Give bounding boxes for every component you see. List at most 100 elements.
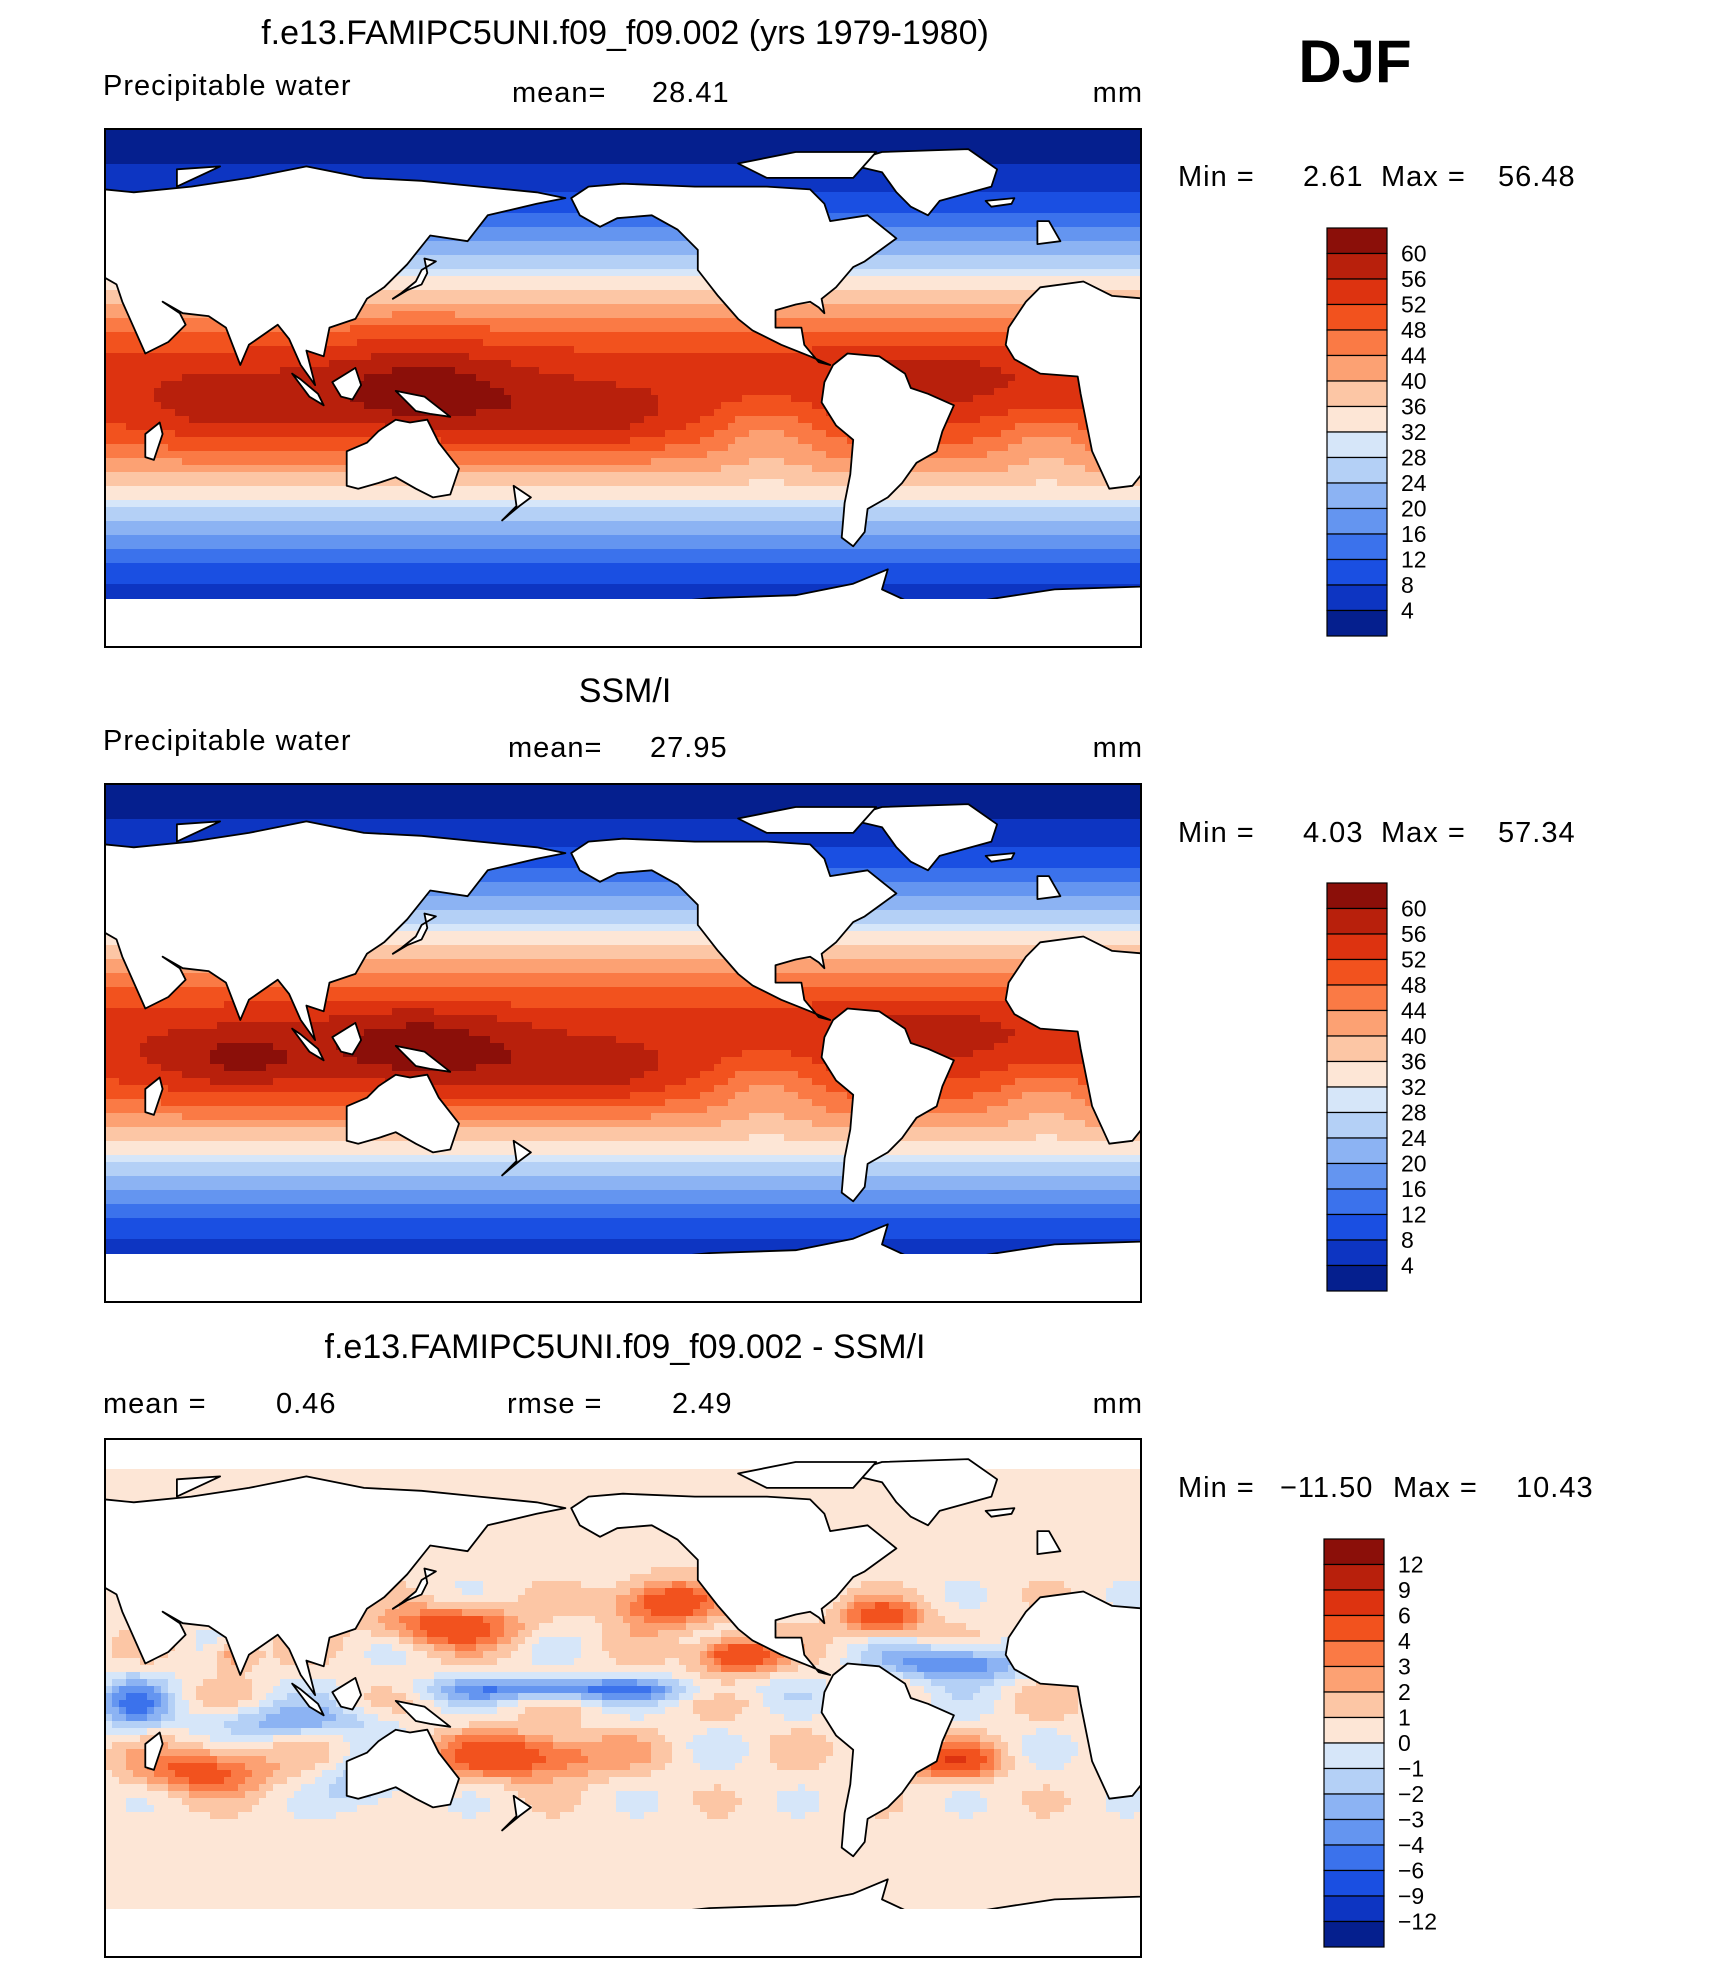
field-cell (1127, 136, 1135, 144)
field-cell (980, 318, 988, 326)
field-cell (966, 325, 974, 333)
field-cell (553, 136, 561, 144)
field-cell (448, 318, 456, 326)
field-cell (1015, 213, 1023, 221)
field-cell (910, 332, 918, 340)
field-cell (658, 227, 666, 235)
field-cell (140, 171, 148, 179)
field-cell (798, 129, 806, 137)
field-cell (434, 311, 442, 319)
field-cell (1071, 185, 1079, 193)
field-cell (525, 171, 533, 179)
field-cell (294, 150, 302, 158)
field-cell (938, 234, 946, 242)
field-cell (371, 136, 379, 144)
field-cell (497, 353, 505, 361)
field-cell (406, 353, 414, 361)
field-cell (462, 269, 470, 277)
field-cell (154, 353, 162, 361)
field-cell (651, 304, 659, 312)
field-cell (889, 136, 897, 144)
field-cell (651, 241, 659, 249)
field-cell (672, 325, 680, 333)
field-cell (875, 192, 883, 200)
field-cell (917, 318, 925, 326)
field-cell (728, 339, 736, 347)
field-cell (553, 171, 561, 179)
field-cell (511, 346, 519, 354)
field-cell (1120, 220, 1128, 228)
field-cell (917, 276, 925, 284)
field-cell (469, 248, 477, 256)
field-cell (161, 178, 169, 186)
field-cell (350, 171, 358, 179)
field-cell (364, 318, 372, 326)
field-cell (420, 157, 428, 165)
field-cell (889, 199, 897, 207)
field-cell (168, 171, 176, 179)
field-cell (700, 346, 708, 354)
field-cell (112, 318, 120, 326)
field-cell (882, 192, 890, 200)
field-cell (483, 262, 491, 270)
field-cell (959, 318, 967, 326)
field-cell (784, 360, 792, 368)
field-cell (973, 136, 981, 144)
field-cell (420, 136, 428, 144)
field-cell (686, 171, 694, 179)
field-cell (1064, 136, 1072, 144)
field-cell (658, 290, 666, 298)
field-cell (833, 213, 841, 221)
field-cell (1106, 185, 1114, 193)
field-cell (203, 150, 211, 158)
field-cell (966, 304, 974, 312)
field-cell (147, 185, 155, 193)
field-cell (357, 346, 365, 354)
field-cell (105, 150, 113, 158)
field-cell (679, 262, 687, 270)
field-cell (448, 325, 456, 333)
field-cell (938, 129, 946, 137)
field-cell (378, 136, 386, 144)
field-cell (434, 150, 442, 158)
field-cell (1029, 283, 1037, 291)
field-cell (525, 248, 533, 256)
field-cell (595, 332, 603, 340)
field-cell (1127, 143, 1135, 151)
field-cell (1029, 276, 1037, 284)
field-cell (448, 304, 456, 312)
field-cell (413, 360, 421, 368)
field-cell (504, 129, 512, 137)
field-cell (1127, 213, 1135, 221)
field-cell (532, 234, 540, 242)
field-cell (441, 276, 449, 284)
field-cell (462, 241, 470, 249)
field-cell (861, 283, 869, 291)
field-cell (252, 143, 260, 151)
field-cell (889, 353, 897, 361)
field-cell (840, 199, 848, 207)
field-cell (553, 283, 561, 291)
field-cell (672, 269, 680, 277)
field-cell (1064, 199, 1072, 207)
field-cell (896, 283, 904, 291)
field-cell (784, 178, 792, 186)
field-cell (329, 150, 337, 158)
field-cell (1113, 262, 1121, 270)
field-cell (455, 360, 463, 368)
field-cell (714, 136, 722, 144)
field-cell (518, 346, 526, 354)
field-cell (539, 241, 547, 249)
field-cell (301, 136, 309, 144)
field-cell (735, 325, 743, 333)
field-cell (728, 360, 736, 368)
field-cell (308, 157, 316, 165)
field-cell (560, 129, 568, 137)
field-cell (1085, 269, 1093, 277)
field-cell (651, 171, 659, 179)
field-cell (728, 164, 736, 172)
field-cell (665, 276, 673, 284)
field-cell (1071, 262, 1079, 270)
field-cell (413, 353, 421, 361)
field-cell (406, 325, 414, 333)
